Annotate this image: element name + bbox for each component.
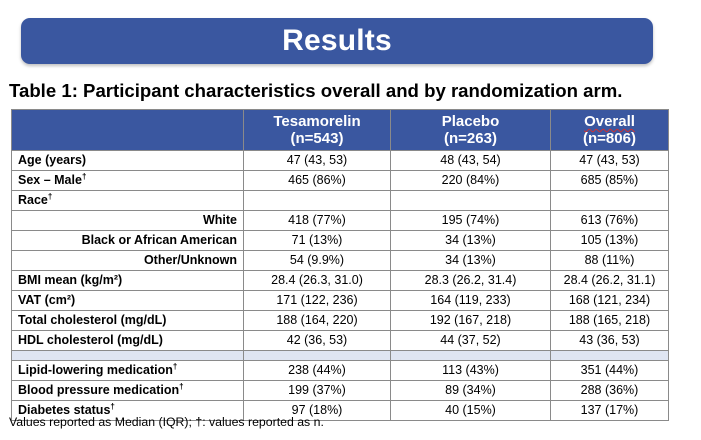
- cell-tesamorelin: 97 (18%): [243, 400, 391, 421]
- table-row: Sex – Male† 465 (86%) 220 (84%) 685 (85%…: [11, 170, 669, 191]
- cell-tesamorelin: 28.4 (26.3, 31.0): [243, 270, 391, 291]
- cell-placebo: [390, 190, 551, 211]
- table-row: Blood pressure medication† 199 (37%) 89 …: [11, 380, 669, 401]
- cell-tesamorelin: 71 (13%): [243, 230, 391, 251]
- cell-placebo: 113 (43%): [390, 360, 551, 381]
- cell-placebo: 220 (84%): [390, 170, 551, 191]
- row-label: BMI mean (kg/m²): [11, 270, 244, 291]
- row-label: Blood pressure medication†: [11, 380, 244, 401]
- header-row: Tesamorelin (n=543) Placebo (n=263) Over…: [11, 109, 669, 151]
- header-tesamorelin: Tesamorelin (n=543): [243, 109, 391, 151]
- cell-tesamorelin: 465 (86%): [243, 170, 391, 191]
- table-row: Race†: [11, 190, 669, 211]
- cell-overall: 28.4 (26.2, 31.1): [550, 270, 669, 291]
- header-overall-n: (n=806): [583, 130, 636, 147]
- spacer-row: [11, 350, 669, 361]
- cell-placebo: 34 (13%): [390, 230, 551, 251]
- table-title: Table 1: Participant characteristics ove…: [9, 80, 623, 101]
- cell-overall: 137 (17%): [550, 400, 669, 421]
- cell-placebo: 164 (119, 233): [390, 290, 551, 311]
- header-placebo-n: (n=263): [444, 130, 497, 147]
- cell-tesamorelin: 47 (43, 53): [243, 150, 391, 171]
- row-label: Other/Unknown: [11, 250, 244, 271]
- cell-placebo: 44 (37, 52): [390, 330, 551, 351]
- cell-tesamorelin: 188 (164, 220): [243, 310, 391, 331]
- table-footnote: Values reported as Median (IQR); †: valu…: [9, 415, 324, 429]
- table-row: Other/Unknown 54 (9.9%) 34 (13%) 88 (11%…: [11, 250, 669, 271]
- spacer-cell: [11, 350, 244, 361]
- cell-placebo: 34 (13%): [390, 250, 551, 271]
- cell-tesamorelin: 54 (9.9%): [243, 250, 391, 271]
- table-row: Black or African American 71 (13%) 34 (1…: [11, 230, 669, 251]
- cell-overall: 43 (36, 53): [550, 330, 669, 351]
- header-overall: Overall (n=806): [550, 109, 669, 151]
- spacer-cell: [550, 350, 669, 361]
- cell-placebo: 40 (15%): [390, 400, 551, 421]
- cell-tesamorelin: 418 (77%): [243, 210, 391, 231]
- cell-placebo: 89 (34%): [390, 380, 551, 401]
- table-row: White 418 (77%) 195 (74%) 613 (76%): [11, 210, 669, 231]
- table-row: Total cholesterol (mg/dL) 188 (164, 220)…: [11, 310, 669, 331]
- row-label: HDL cholesterol (mg/dL): [11, 330, 244, 351]
- cell-overall: [550, 190, 669, 211]
- spacer-cell: [390, 350, 551, 361]
- table-row: Diabetes status† 97 (18%) 40 (15%) 137 (…: [11, 400, 669, 421]
- header-tesamorelin-n: (n=543): [290, 130, 344, 147]
- table-row: Age (years) 47 (43, 53) 48 (43, 54) 47 (…: [11, 150, 669, 171]
- cell-tesamorelin: 238 (44%): [243, 360, 391, 381]
- header-overall-name: Overall: [584, 113, 635, 130]
- cell-tesamorelin: 42 (36, 53): [243, 330, 391, 351]
- row-label: Total cholesterol (mg/dL): [11, 310, 244, 331]
- results-banner: Results: [21, 18, 653, 64]
- cell-overall: 685 (85%): [550, 170, 669, 191]
- cell-tesamorelin: 171 (122, 236): [243, 290, 391, 311]
- row-label: VAT (cm²): [11, 290, 244, 311]
- table-row: HDL cholesterol (mg/dL) 42 (36, 53) 44 (…: [11, 330, 669, 351]
- row-label: Diabetes status†: [11, 400, 244, 421]
- cell-placebo: 195 (74%): [390, 210, 551, 231]
- cell-placebo: 28.3 (26.2, 31.4): [390, 270, 551, 291]
- header-blank: [11, 109, 244, 151]
- cell-overall: 105 (13%): [550, 230, 669, 251]
- header-placebo: Placebo (n=263): [390, 109, 551, 151]
- cell-placebo: 48 (43, 54): [390, 150, 551, 171]
- participant-characteristics-table: Tesamorelin (n=543) Placebo (n=263) Over…: [11, 109, 669, 421]
- cell-overall: 288 (36%): [550, 380, 669, 401]
- cell-tesamorelin: 199 (37%): [243, 380, 391, 401]
- table-row: BMI mean (kg/m²) 28.4 (26.3, 31.0) 28.3 …: [11, 270, 669, 291]
- row-label: Sex – Male†: [11, 170, 244, 191]
- spacer-cell: [243, 350, 391, 361]
- table-row: VAT (cm²) 171 (122, 236) 164 (119, 233) …: [11, 290, 669, 311]
- row-label: Age (years): [11, 150, 244, 171]
- row-label: White: [11, 210, 244, 231]
- cell-placebo: 192 (167, 218): [390, 310, 551, 331]
- row-label: Race†: [11, 190, 244, 211]
- cell-overall: 88 (11%): [550, 250, 669, 271]
- cell-overall: 613 (76%): [550, 210, 669, 231]
- row-label: Lipid-lowering medication†: [11, 360, 244, 381]
- cell-tesamorelin: [243, 190, 391, 211]
- cell-overall: 188 (165, 218): [550, 310, 669, 331]
- header-tesamorelin-name: Tesamorelin: [273, 113, 361, 130]
- table-row: Lipid-lowering medication† 238 (44%) 113…: [11, 360, 669, 381]
- banner-title: Results: [282, 24, 392, 57]
- header-placebo-name: Placebo: [441, 113, 500, 130]
- cell-overall: 47 (43, 53): [550, 150, 669, 171]
- cell-overall: 168 (121, 234): [550, 290, 669, 311]
- row-label: Black or African American: [11, 230, 244, 251]
- cell-overall: 351 (44%): [550, 360, 669, 381]
